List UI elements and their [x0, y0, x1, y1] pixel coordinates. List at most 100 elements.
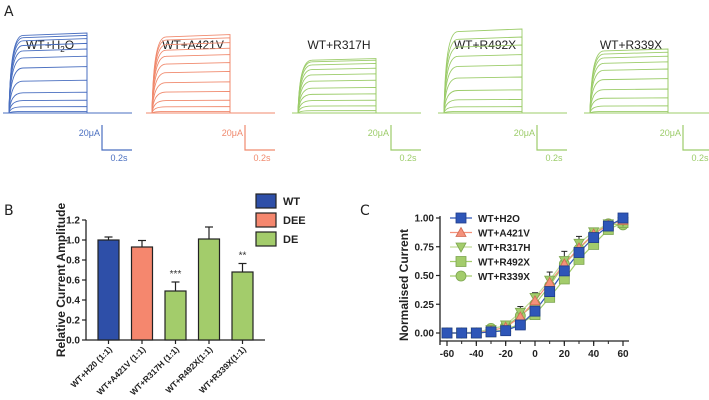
y-tick-label: 0.75 [415, 242, 435, 253]
series-markers-wt-h2o [441, 212, 629, 339]
y-tick-label: 0.8 [66, 256, 80, 267]
legend-swatch [255, 231, 277, 247]
panel-label-c: C [360, 203, 370, 219]
trace-sweep [589, 105, 669, 114]
scale-current-label: 20μA [222, 128, 243, 138]
x-tick-label: 40 [588, 349, 600, 360]
data-point [544, 286, 556, 298]
trace-sweep [589, 78, 669, 114]
panel-c-iv-chart: 0.00 0.25 0.50 0.75 1.00 -60 -40 -20 0 20 40 60 Norm… [397, 212, 629, 360]
data-point [529, 305, 541, 317]
legend-label: WT [283, 196, 300, 208]
y-tick-label: 0.4 [66, 296, 80, 307]
trace-sweep [151, 81, 231, 114]
legend-label: DEE [283, 215, 306, 227]
scale-current-label: 20μA [79, 128, 100, 138]
bar [231, 271, 254, 341]
panel-a-traces: WT+H2O20μA0.2sWT+A421V20μA0.2sWT+R317H20… [3, 28, 709, 163]
data-point [514, 319, 526, 331]
x-tick-label: -20 [498, 349, 513, 360]
y-tick-label: 1.2 [66, 216, 80, 227]
trace-sweep [151, 42, 231, 114]
trace-sweep [443, 64, 523, 114]
scale-time-label: 0.2s [253, 153, 271, 163]
trace-sweep [589, 48, 669, 114]
legend-marker [455, 212, 467, 224]
trace-sweep [443, 106, 523, 114]
legend-marker [455, 270, 467, 282]
trace-sweep [297, 58, 377, 114]
trace-sweep [443, 54, 523, 114]
y-axis-label: Normalised Current [397, 229, 411, 341]
trace-sweep [589, 51, 669, 114]
trace-sweep [151, 62, 231, 114]
trace-sweep [8, 55, 88, 114]
trace-sweep [443, 28, 523, 114]
trace-sweep [151, 47, 231, 114]
trace-title: WT+R492X [454, 38, 516, 52]
legend-label: WT+A421V [478, 229, 530, 240]
legend-swatch [255, 212, 277, 228]
y-tick-label: 0.50 [415, 271, 435, 282]
trace-sweep [589, 88, 669, 114]
scale-current-label: 20μA [368, 128, 389, 138]
legend-label: WT+R492X [478, 258, 530, 269]
trace-title: WT+R339X [600, 38, 662, 52]
trace-sweep [8, 66, 88, 114]
trace-title-main: WT+R339X [600, 38, 662, 52]
panel-label-a: A [4, 4, 14, 20]
legend-marker [455, 242, 467, 253]
y-tick-label: 1.0 [66, 236, 80, 247]
trace-title-tail: O [65, 38, 74, 52]
scale-time-label: 0.2s [691, 153, 709, 163]
scale-bar [101, 125, 132, 151]
trace-sweep [8, 91, 88, 114]
trace-title: WT+R317H [307, 38, 370, 52]
trace-title-main: WT+R492X [454, 38, 516, 52]
x-tick-label: -40 [469, 349, 484, 360]
x-tick-label: 20 [559, 349, 571, 360]
bar [97, 239, 120, 341]
legend-swatch [255, 193, 277, 209]
data-point [441, 327, 453, 339]
legend-label: DE [283, 234, 298, 246]
trace-sweep [8, 32, 88, 114]
scale-time-label: 0.2s [545, 153, 563, 163]
trace-sweep [151, 90, 231, 114]
trace-sweep [443, 89, 523, 114]
legend-marker [455, 226, 467, 237]
data-point [588, 232, 600, 243]
bar [130, 246, 154, 341]
series-markers-wt-r339x [441, 218, 629, 339]
scale-time-label: 0.2s [399, 153, 417, 163]
scale-current-label: 20μA [660, 128, 681, 138]
bar [197, 238, 221, 341]
scale-bar [244, 125, 275, 151]
trace-sweep [297, 93, 377, 114]
x-tick-label: -60 [440, 349, 455, 360]
legend-label: WT+R317H [478, 243, 531, 254]
y-tick-label: 0.2 [66, 316, 80, 327]
scale-bar [536, 125, 567, 151]
data-point [573, 247, 585, 258]
y-tick-label: 0.25 [415, 300, 435, 311]
data-point [485, 326, 497, 338]
trace-group-wt-r339x: WT+R339X 20μA 0.2s [584, 38, 709, 163]
data-point [617, 212, 629, 224]
trace-sweep [297, 79, 377, 114]
data-point [456, 327, 468, 339]
data-point [470, 327, 482, 339]
bar [164, 290, 187, 341]
y-tick-label: 0.00 [415, 329, 435, 340]
significance-marker: *** [170, 269, 182, 280]
y-tick-label: 1.00 [415, 214, 435, 225]
data-point [500, 325, 512, 337]
y-tick-label: 0.0 [66, 336, 80, 347]
scale-current-label: 20μA [514, 128, 535, 138]
scale-bar [682, 125, 709, 151]
x-tick-label: 0 [532, 349, 538, 360]
trace-sweep [151, 106, 231, 114]
